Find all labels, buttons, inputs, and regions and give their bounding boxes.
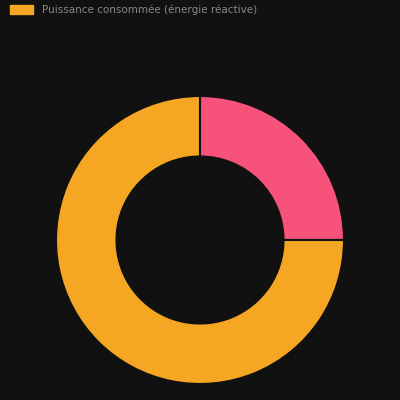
- Wedge shape: [200, 96, 344, 240]
- Wedge shape: [56, 96, 344, 384]
- Legend: Puissance souscrite, Puissance consommée (énergie réactive): Puissance souscrite, Puissance consommée…: [7, 0, 260, 18]
